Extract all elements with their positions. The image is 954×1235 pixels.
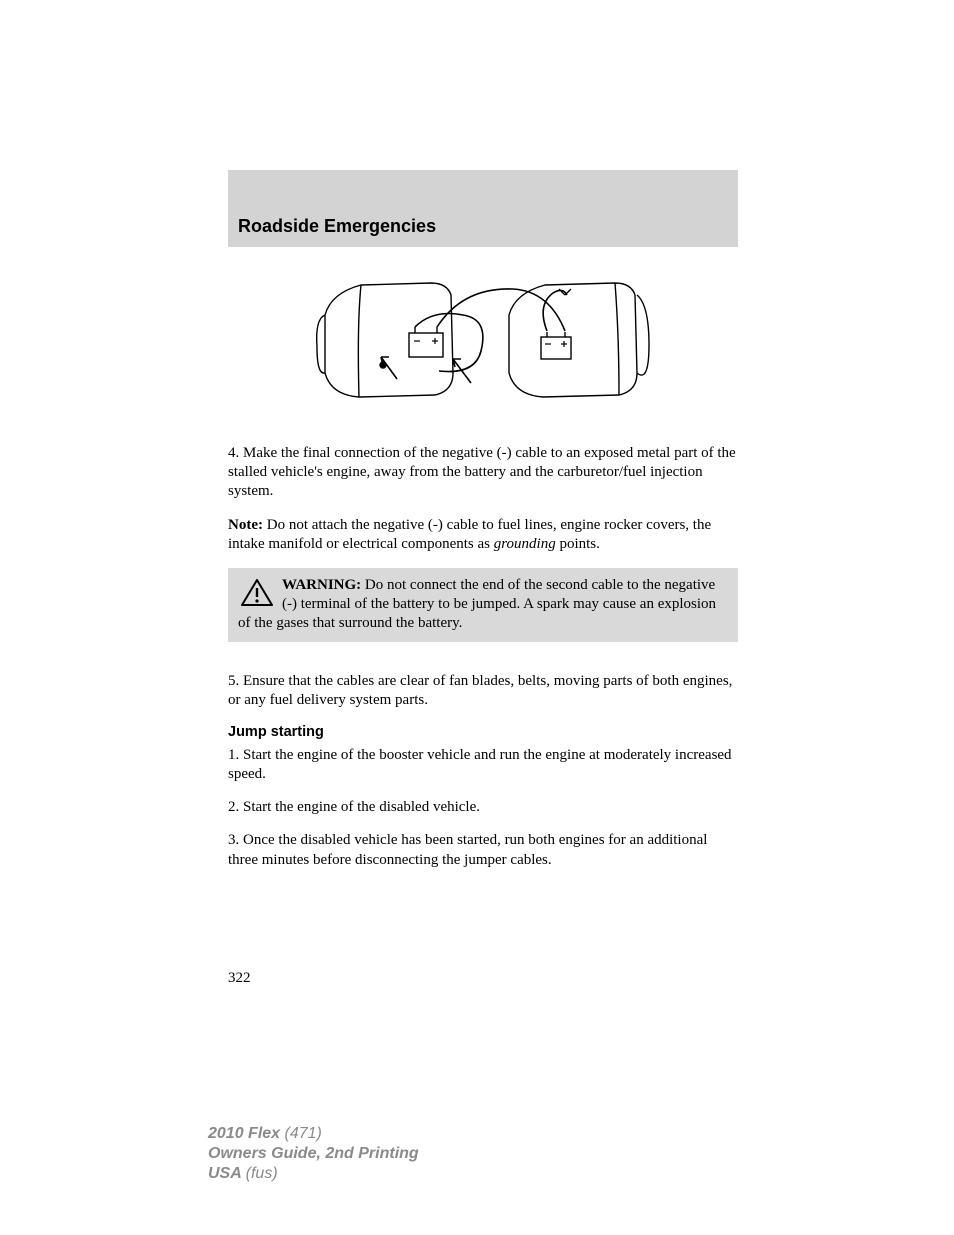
step-5-text: 5. Ensure that the cables are clear of f… <box>228 672 738 710</box>
footer-model: 2010 Flex <box>208 1125 285 1142</box>
jump-step-2: 2. Start the engine of the disabled vehi… <box>228 798 738 817</box>
page-number: 322 <box>228 970 738 987</box>
footer-code: (471) <box>285 1125 322 1142</box>
section-header-band: Roadside Emergencies <box>228 170 738 247</box>
footer-line-2: Owners Guide, 2nd Printing <box>208 1144 419 1164</box>
section-title: Roadside Emergencies <box>238 216 728 237</box>
footer-block: 2010 Flex (471) Owners Guide, 2nd Printi… <box>208 1124 419 1184</box>
warning-label: WARNING: <box>282 577 361 593</box>
vehicles-battery-illustration <box>313 265 653 417</box>
note-label: Note: <box>228 517 263 533</box>
note-italic: grounding <box>494 536 556 552</box>
footer-line-3: USA (fus) <box>208 1164 419 1184</box>
step-4-text: 4. Make the final connection of the nega… <box>228 444 738 502</box>
jump-step-3: 3. Once the disabled vehicle has been st… <box>228 831 738 869</box>
note-text-a: Do not attach the negative (-) cable to … <box>228 517 711 552</box>
footer-region: USA <box>208 1165 246 1182</box>
warning-text: WARNING: Do not connect the end of the s… <box>238 576 728 634</box>
warning-triangle-icon <box>240 578 274 608</box>
note-text-b: points. <box>556 536 600 552</box>
jump-step-1: 1. Start the engine of the booster vehic… <box>228 746 738 784</box>
page-content: Roadside Emergencies <box>228 170 738 987</box>
warning-box: WARNING: Do not connect the end of the s… <box>228 568 738 642</box>
jumper-cable-diagram <box>228 265 738 422</box>
footer-region-code: (fus) <box>246 1165 278 1182</box>
note-paragraph: Note: Do not attach the negative (-) cab… <box>228 516 738 554</box>
jump-starting-heading: Jump starting <box>228 724 738 740</box>
footer-line-1: 2010 Flex (471) <box>208 1124 419 1144</box>
